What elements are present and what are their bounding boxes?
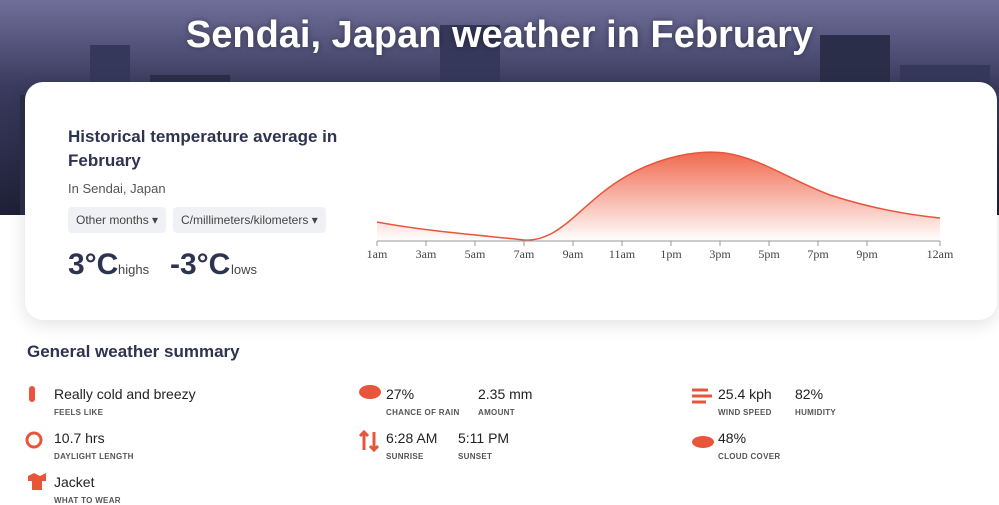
summary-value: 25.4 kph xyxy=(718,386,772,402)
summary-value: 48% xyxy=(718,430,746,446)
summary-label: AMOUNT xyxy=(478,408,515,417)
summary-label: WIND SPEED xyxy=(718,408,772,417)
summary-value: Jacket xyxy=(54,474,94,490)
summary-value: 82% xyxy=(795,386,823,402)
summary-value: 2.35 mm xyxy=(478,386,532,402)
hour-label: 3am xyxy=(416,247,437,261)
hour-label: 11am xyxy=(609,247,636,261)
hour-label: 3pm xyxy=(709,247,731,261)
temperature-curve: 1am 3am 5am 7am 9am 11am 1pm 3pm 5pm 7pm 9pm 12am xyxy=(0,0,999,320)
section-title: General weather summary xyxy=(27,342,240,362)
thermometer-icon xyxy=(29,386,35,402)
rain-icon xyxy=(359,385,381,399)
gear-icon xyxy=(27,433,41,447)
summary-label: CLOUD COVER xyxy=(718,452,780,461)
summary-label: SUNRISE xyxy=(386,452,424,461)
summary-value: 5:11 PM xyxy=(458,430,509,446)
page: Sendai, Japan weather in February Histor… xyxy=(0,0,999,502)
hour-label: 9pm xyxy=(856,247,878,261)
sun-icon xyxy=(360,432,378,450)
hour-label: 7am xyxy=(514,247,535,261)
hour-label: 5pm xyxy=(758,247,780,261)
summary-value: 6:28 AM xyxy=(386,430,437,446)
hour-label: 9am xyxy=(563,247,584,261)
summary-label: DAYLIGHT LENGTH xyxy=(54,452,134,461)
summary-label: SUNSET xyxy=(458,452,492,461)
summary-label: CHANCE OF RAIN xyxy=(386,408,460,417)
hour-label: 1am xyxy=(367,247,388,261)
summary-value: 10.7 hrs xyxy=(54,430,105,446)
wind-icon xyxy=(692,390,712,402)
hour-label: 12am xyxy=(927,247,954,261)
summary-label: HUMIDITY xyxy=(795,408,836,417)
summary-value: Really cold and breezy xyxy=(54,386,196,402)
hour-label: 7pm xyxy=(807,247,829,261)
hour-label: 5am xyxy=(465,247,486,261)
summary-label: FEELS LIKE xyxy=(54,408,103,417)
summary-value: 27% xyxy=(386,386,414,402)
hour-label: 1pm xyxy=(660,247,682,261)
curve-area xyxy=(377,152,940,241)
summary-label: WHAT TO WEAR xyxy=(54,496,121,505)
jacket-icon xyxy=(28,473,46,490)
cloud-icon xyxy=(692,436,714,448)
